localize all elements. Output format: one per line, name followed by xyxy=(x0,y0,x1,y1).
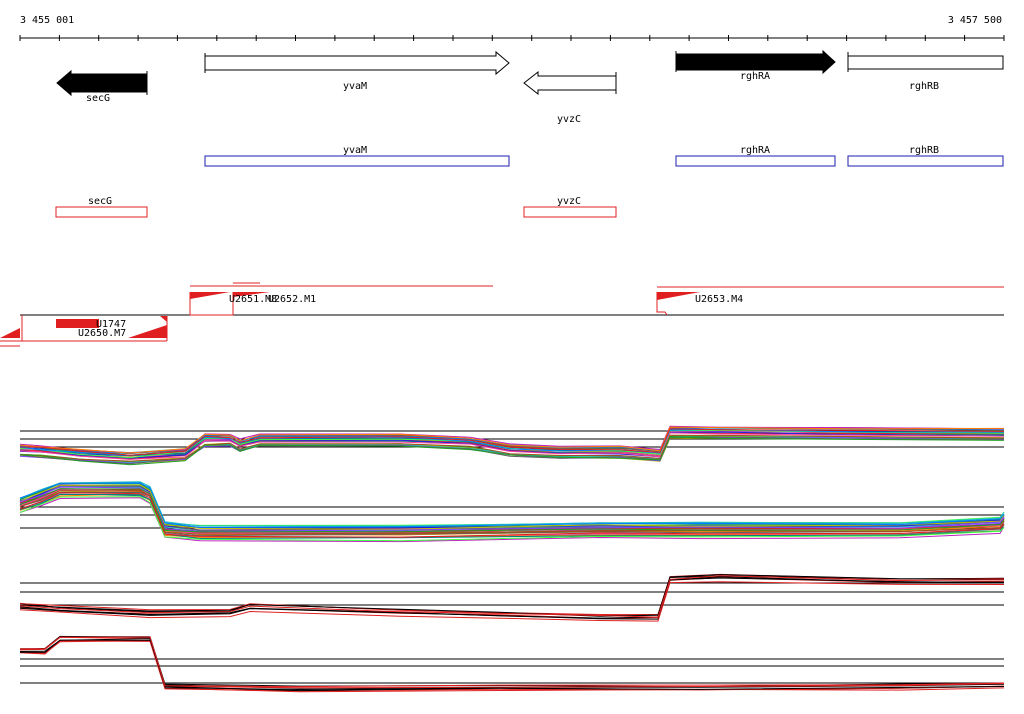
ruler-ticks xyxy=(19,35,1005,41)
feature-box[interactable] xyxy=(675,155,836,167)
tu-label: U2651.M8 xyxy=(229,294,277,305)
tu-label: U1747 xyxy=(96,319,126,330)
feature-label: yvaM xyxy=(343,145,367,156)
expression-line xyxy=(19,636,1005,689)
expression-line xyxy=(19,482,1005,526)
ruler-start-label: 3 455 001 xyxy=(20,15,74,26)
gene-track: secG yvaM yvzC rghRA rghRB xyxy=(56,49,1004,125)
expression-line xyxy=(19,640,1005,692)
tu-U2653[interactable]: U2653.M4 xyxy=(656,286,1004,316)
feature-label: secG xyxy=(88,196,112,207)
tu-promoter-mark xyxy=(128,325,167,338)
tu-promoter-mark xyxy=(160,316,167,322)
reverse-feature-track: secG yvzC xyxy=(55,196,617,218)
expression-track-reverse-multi xyxy=(19,481,1005,543)
expression-line xyxy=(19,490,1005,535)
gene-rghRB[interactable]: rghRB xyxy=(847,52,1004,92)
gene-yvaM[interactable]: yvaM xyxy=(204,50,510,92)
gene-arrow[interactable] xyxy=(56,69,148,97)
forward-feature-rghRA[interactable]: rghRA xyxy=(675,145,836,167)
gene-rghRA[interactable]: rghRA xyxy=(675,49,836,82)
gene-arrow[interactable] xyxy=(675,49,836,75)
expression-line xyxy=(19,482,1005,529)
gene-arrow[interactable] xyxy=(847,55,1004,70)
expression-line xyxy=(19,577,1005,620)
expression-line xyxy=(19,484,1005,529)
gene-label: rghRA xyxy=(740,71,770,82)
expression-line xyxy=(19,493,1005,540)
position-ruler: 3 455 001 3 457 500 xyxy=(19,15,1005,41)
expression-line xyxy=(19,432,1005,460)
expression-line xyxy=(19,488,1005,534)
gene-label: yvzC xyxy=(557,114,581,125)
tu-promoter-mark xyxy=(190,292,230,299)
tu-label: U2650.M7 xyxy=(78,328,126,339)
forward-feature-yvaM[interactable]: yvaM xyxy=(204,145,510,167)
expression-line xyxy=(19,581,1005,622)
expression-line xyxy=(19,428,1005,456)
forward-feature-rghRB[interactable]: rghRB xyxy=(847,145,1004,167)
expression-line xyxy=(19,488,1005,533)
tu-U2651-U2652[interactable]: U2651.M8 U2652.M1 xyxy=(189,282,493,316)
feature-label: rghRB xyxy=(909,145,939,156)
tu-box xyxy=(656,292,668,316)
feature-box[interactable] xyxy=(523,206,617,218)
tu-box xyxy=(189,292,234,316)
expression-line xyxy=(19,639,1005,691)
gene-label: yvaM xyxy=(343,81,367,92)
expression-line xyxy=(19,636,1005,689)
expression-line xyxy=(19,482,1005,528)
expression-line xyxy=(19,434,1005,462)
tu-promoter-mark xyxy=(657,292,700,300)
reverse-feature-secG[interactable]: secG xyxy=(55,196,148,218)
tu-label: U2652.M1 xyxy=(268,294,316,305)
forward-feature-track: yvaM rghRA rghRB xyxy=(204,145,1004,167)
feature-box[interactable] xyxy=(847,155,1004,167)
transcription-unit-track: U2651.M8 U2652.M1 U2653.M4 U1747 U2650.M… xyxy=(0,282,1004,347)
tu-label: U2653.M4 xyxy=(695,294,743,305)
gene-secG[interactable]: secG xyxy=(56,69,148,104)
feature-label: yvzC xyxy=(557,196,581,207)
expression-line xyxy=(19,436,1005,466)
gene-arrow[interactable] xyxy=(523,70,617,96)
expression-line xyxy=(19,481,1005,527)
gene-yvzC[interactable]: yvzC xyxy=(523,70,617,125)
expression-line xyxy=(19,635,1005,688)
feature-box[interactable] xyxy=(55,206,148,218)
expression-line xyxy=(19,481,1005,528)
tu-U1747-U2650[interactable]: U1747 U2650.M7 xyxy=(0,315,168,347)
tu-promoter-mark xyxy=(233,292,270,297)
ruler-end-label: 3 457 500 xyxy=(948,15,1002,26)
gene-label: rghRB xyxy=(909,81,939,92)
gene-label: secG xyxy=(86,93,110,104)
expression-line xyxy=(19,497,1005,543)
expression-track-reverse-summary xyxy=(19,635,1005,693)
expression-line xyxy=(19,638,1005,692)
gene-arrow[interactable] xyxy=(204,50,510,76)
expression-line xyxy=(19,496,1005,542)
tu-promoter-mark xyxy=(0,328,20,338)
expression-track-forward-multi xyxy=(19,425,1005,466)
expression-line xyxy=(19,636,1005,688)
expression-line xyxy=(19,492,1005,538)
expression-line xyxy=(19,426,1005,454)
reverse-feature-yvzC[interactable]: yvzC xyxy=(523,196,617,218)
tu-region-fill xyxy=(56,319,99,328)
expression-line xyxy=(19,575,1005,618)
expression-line xyxy=(19,574,1005,617)
feature-label: rghRA xyxy=(740,145,770,156)
expression-track-forward-summary xyxy=(19,573,1005,622)
feature-box[interactable] xyxy=(204,155,510,167)
